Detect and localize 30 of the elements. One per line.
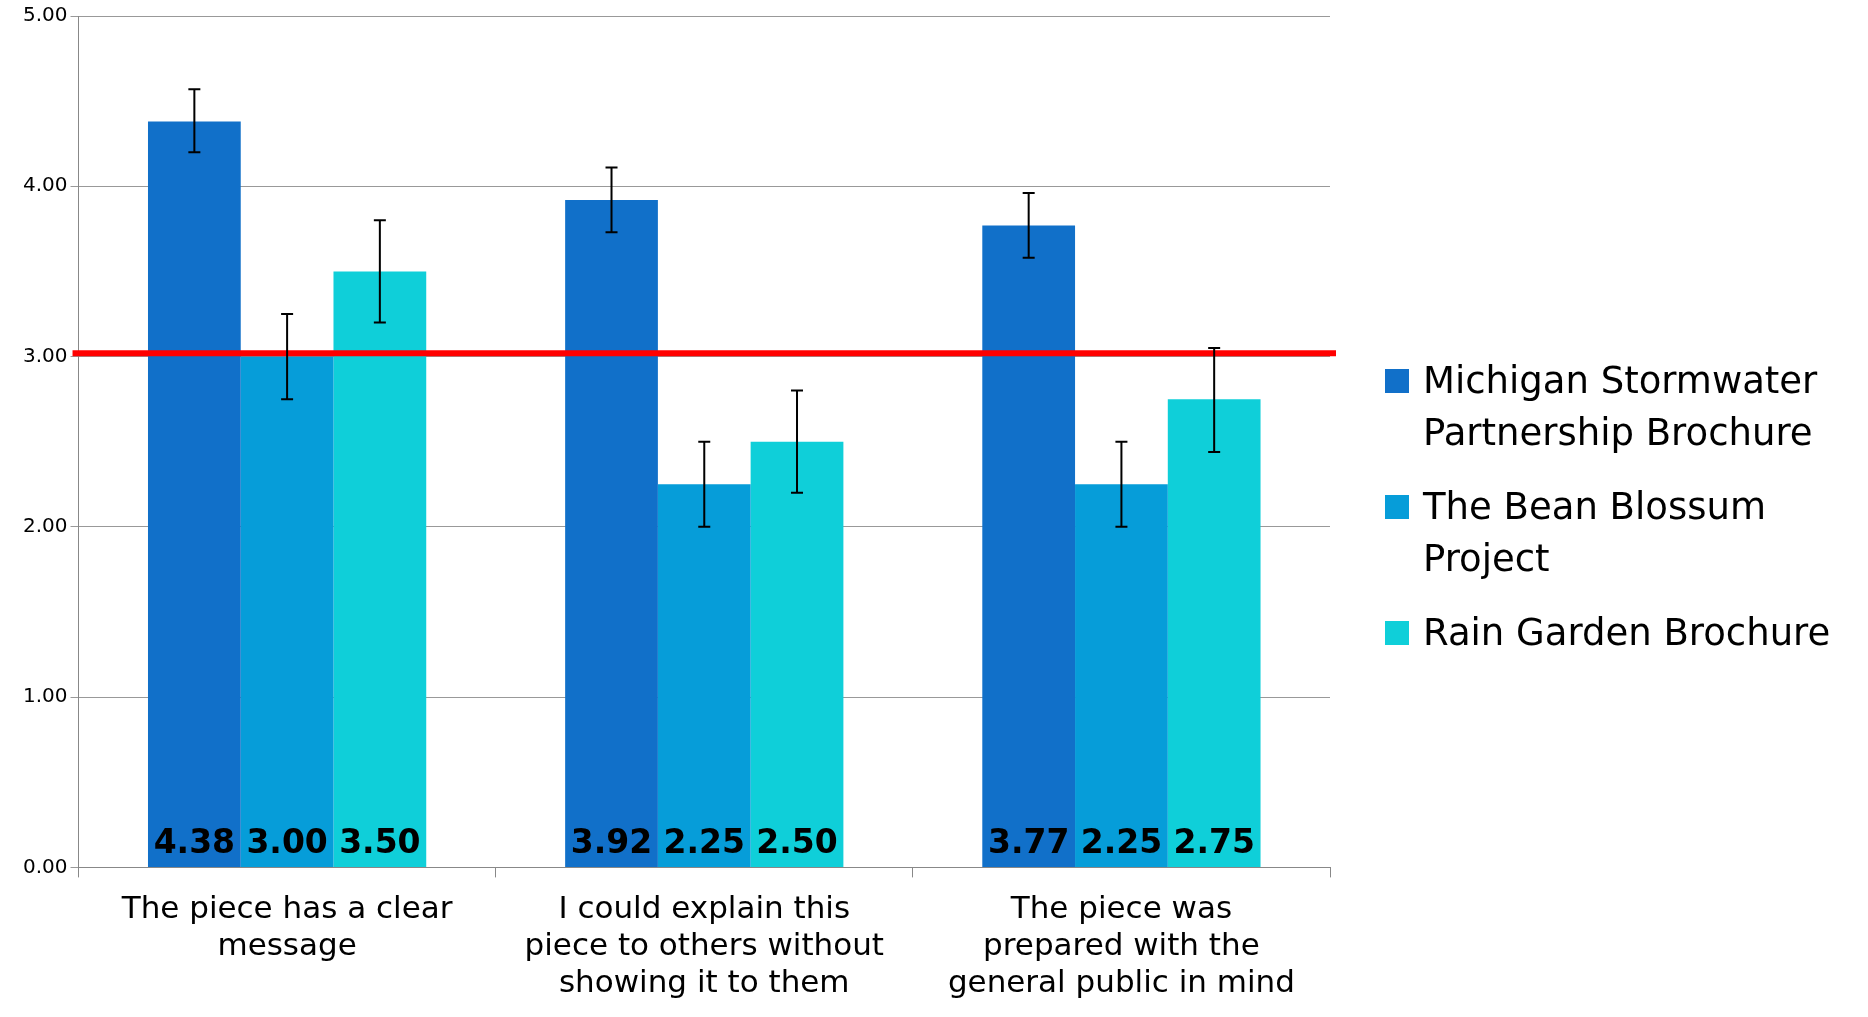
bar [982, 225, 1076, 867]
legend-label: The Bean Blossum Project [1423, 484, 1767, 582]
y-tick-label: 5.00 [23, 2, 68, 27]
y-tick-label: 0.00 [23, 853, 68, 878]
data-label: 2.75 [1173, 822, 1255, 862]
data-label: 2.25 [1080, 822, 1163, 862]
bar [1075, 484, 1168, 867]
y-tick-label: 1.00 [23, 683, 68, 708]
bar [657, 484, 751, 867]
x-tick-label: The piece was prepared with the general public in mind [947, 889, 1295, 1000]
y-tick-label: 3.00 [23, 342, 68, 367]
bar [147, 121, 241, 867]
data-label: 3.50 [339, 822, 421, 862]
bar [240, 356, 334, 867]
data-label: 2.25 [663, 822, 745, 862]
bar [750, 441, 844, 867]
x-tick-label: I could explain this piece to others without showing it to them [524, 889, 884, 1000]
data-label: 3.00 [246, 822, 328, 862]
legend-label: Rain Garden Brochure [1423, 610, 1831, 656]
data-label: 4.38 [153, 822, 236, 862]
data-label: 3.77 [987, 822, 1070, 862]
y-tick-label: 2.00 [23, 513, 68, 538]
bar [565, 199, 658, 867]
x-tick-label: The piece has a clear message [120, 889, 453, 963]
data-label: 3.92 [570, 822, 653, 862]
data-label: 2.50 [756, 822, 838, 862]
bar [333, 271, 427, 867]
y-tick-label: 4.00 [23, 172, 68, 197]
legend-label: Michigan Stormwater Partnership Brochure [1423, 358, 1819, 456]
bar [1167, 399, 1261, 867]
